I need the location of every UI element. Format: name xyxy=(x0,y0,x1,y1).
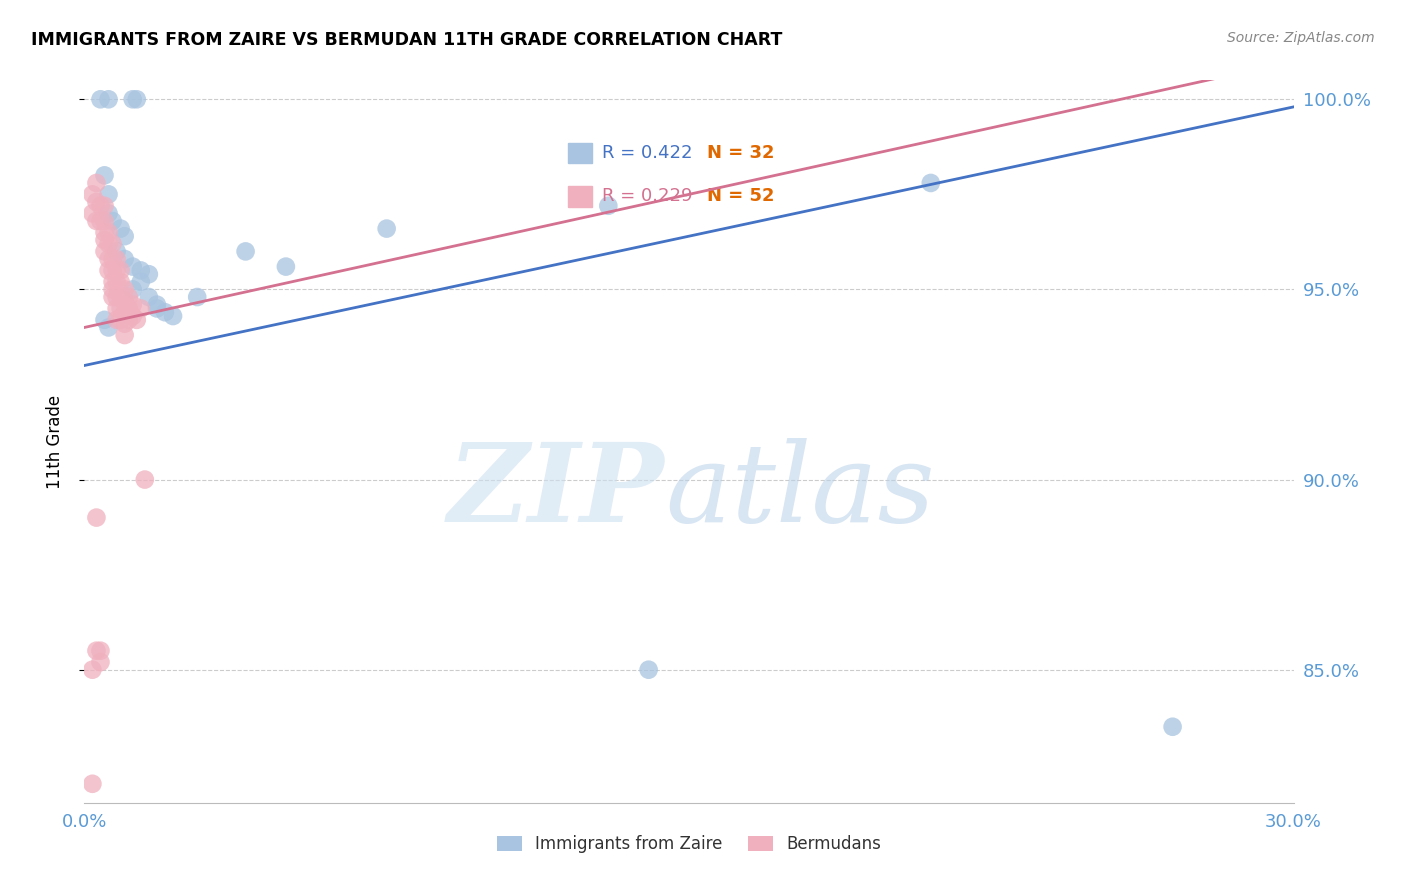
Point xyxy=(89,655,111,669)
Y-axis label: 11th Grade: 11th Grade xyxy=(45,394,63,489)
Point xyxy=(118,301,141,316)
Point xyxy=(86,194,108,209)
Point xyxy=(86,176,108,190)
Text: R = 0.422: R = 0.422 xyxy=(602,144,692,161)
Point xyxy=(93,226,115,240)
Point xyxy=(114,317,136,331)
Point xyxy=(186,290,208,304)
Point xyxy=(86,643,108,657)
Point xyxy=(97,226,120,240)
Point xyxy=(125,313,148,327)
Point xyxy=(114,282,136,296)
Point xyxy=(93,169,115,183)
Point xyxy=(101,275,124,289)
Point xyxy=(121,260,143,274)
Point xyxy=(97,320,120,334)
Point xyxy=(1161,720,1184,734)
Point xyxy=(110,263,132,277)
Point xyxy=(118,290,141,304)
Point xyxy=(93,313,115,327)
Point xyxy=(110,313,132,327)
Text: N = 52: N = 52 xyxy=(707,187,775,205)
Text: ZIP: ZIP xyxy=(449,438,665,546)
Point xyxy=(121,92,143,106)
Point xyxy=(93,199,115,213)
Point xyxy=(153,305,176,319)
Point xyxy=(162,309,184,323)
Point xyxy=(89,92,111,106)
Point xyxy=(97,206,120,220)
Point xyxy=(235,244,257,259)
Point xyxy=(121,282,143,296)
Point xyxy=(125,92,148,106)
Point xyxy=(121,298,143,312)
Point xyxy=(110,221,132,235)
Point xyxy=(134,473,156,487)
Point xyxy=(118,313,141,327)
Point xyxy=(101,214,124,228)
Point xyxy=(97,187,120,202)
Point xyxy=(274,260,297,274)
Point xyxy=(146,301,169,316)
Point xyxy=(93,214,115,228)
Point xyxy=(86,510,108,524)
Text: R = 0.229: R = 0.229 xyxy=(602,187,692,205)
Point xyxy=(82,187,104,202)
Point xyxy=(110,301,132,316)
Point xyxy=(110,275,132,289)
Point xyxy=(89,643,111,657)
Point xyxy=(101,282,124,296)
Point xyxy=(97,92,120,106)
Point xyxy=(101,263,124,277)
Point xyxy=(105,263,128,277)
Point xyxy=(637,663,659,677)
Point xyxy=(101,236,124,251)
Point xyxy=(82,663,104,677)
Point xyxy=(97,263,120,277)
Point xyxy=(105,290,128,304)
Point xyxy=(86,214,108,228)
Point xyxy=(101,252,124,266)
Point xyxy=(920,176,942,190)
Text: N = 32: N = 32 xyxy=(707,144,775,161)
Point xyxy=(129,263,152,277)
Point xyxy=(138,267,160,281)
Point xyxy=(114,293,136,308)
Point xyxy=(146,298,169,312)
Point xyxy=(89,199,111,213)
Point xyxy=(82,206,104,220)
Bar xyxy=(568,186,592,207)
Text: IMMIGRANTS FROM ZAIRE VS BERMUDAN 11TH GRADE CORRELATION CHART: IMMIGRANTS FROM ZAIRE VS BERMUDAN 11TH G… xyxy=(31,31,782,49)
Point xyxy=(105,252,128,266)
Point xyxy=(105,313,128,327)
Legend: Immigrants from Zaire, Bermudans: Immigrants from Zaire, Bermudans xyxy=(491,828,887,860)
Point xyxy=(121,309,143,323)
Point xyxy=(97,252,120,266)
Point xyxy=(138,290,160,304)
Point xyxy=(105,275,128,289)
Point xyxy=(93,244,115,259)
Text: Source: ZipAtlas.com: Source: ZipAtlas.com xyxy=(1227,31,1375,45)
Bar xyxy=(568,143,592,163)
Point xyxy=(375,221,398,235)
Point xyxy=(110,290,132,304)
Text: atlas: atlas xyxy=(665,438,935,546)
Point xyxy=(129,275,152,289)
Point xyxy=(105,244,128,259)
Point xyxy=(89,214,111,228)
Point xyxy=(129,301,152,316)
Point xyxy=(598,199,620,213)
Point xyxy=(101,290,124,304)
Point xyxy=(114,328,136,343)
Point xyxy=(97,236,120,251)
Point xyxy=(93,233,115,247)
Point xyxy=(82,777,104,791)
Point xyxy=(114,252,136,266)
Point xyxy=(114,305,136,319)
Point xyxy=(114,229,136,244)
Point xyxy=(105,301,128,316)
